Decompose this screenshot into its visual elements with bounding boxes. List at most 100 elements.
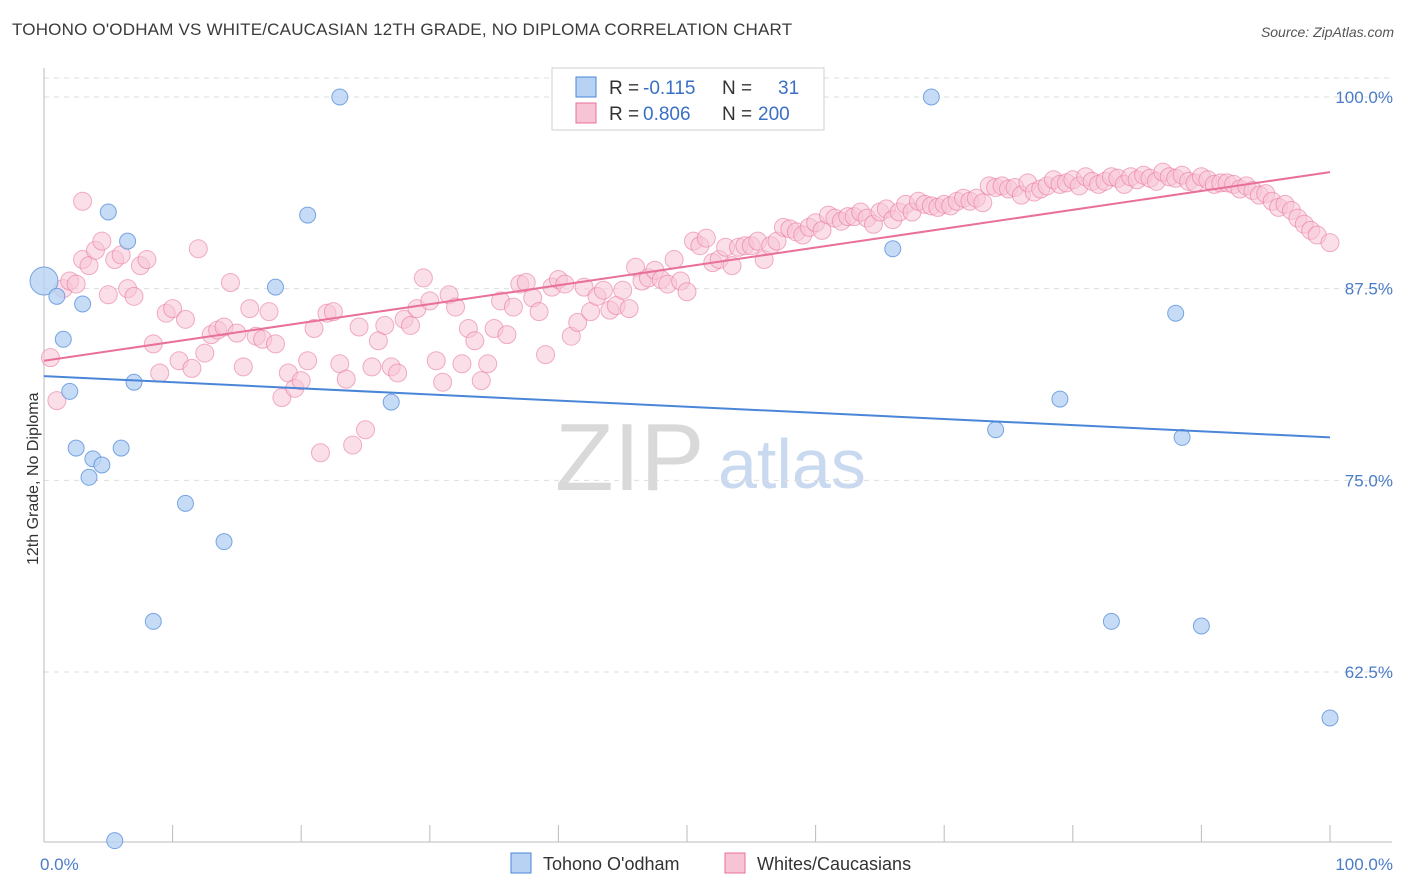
axes xyxy=(43,68,1392,843)
blue-point-4 xyxy=(67,439,85,457)
trend-lines xyxy=(43,171,1331,439)
blue-point-28 xyxy=(1173,428,1191,446)
bottom-legend: Tohono O'odham Whites/Caucasians xyxy=(510,852,911,874)
pink-point-13 xyxy=(124,286,144,306)
legend-r-label-1: R = xyxy=(609,78,639,99)
blue-point-10 xyxy=(106,832,124,850)
blue-point-22 xyxy=(884,240,902,258)
y-tick-label-3: 100.0% xyxy=(1335,88,1393,107)
pink-point-19 xyxy=(163,299,183,319)
blue-point-2 xyxy=(54,330,72,348)
legend-swatch-pink xyxy=(575,102,597,124)
pink-point-9 xyxy=(98,285,118,305)
pink-point-39 xyxy=(291,371,311,391)
pink-point-28 xyxy=(220,273,240,293)
pink-point-97 xyxy=(664,250,684,270)
series-tohono-oodham xyxy=(29,88,1339,850)
blue-point-20 xyxy=(382,393,400,411)
pink-point-82 xyxy=(568,312,588,332)
blue-point-19 xyxy=(331,88,349,106)
blue-point-6 xyxy=(80,468,98,486)
pink-point-52 xyxy=(375,315,395,335)
legend-n-label-1: N = xyxy=(722,78,752,99)
pink-point-68 xyxy=(478,354,498,374)
pink-point-56 xyxy=(401,315,421,335)
pink-point-90 xyxy=(619,299,639,319)
pink-point-15 xyxy=(137,250,157,270)
legend-n-label-2: N = xyxy=(722,104,752,125)
chart-title: TOHONO O'ODHAM VS WHITE/CAUCASIAN 12TH G… xyxy=(12,20,793,39)
pink-point-145 xyxy=(973,193,993,213)
pink-point-59 xyxy=(420,291,440,311)
pink-point-40 xyxy=(298,351,318,371)
pink-point-41 xyxy=(304,319,324,339)
watermark-atlas: atlas xyxy=(718,425,866,503)
x-tick-label-1: 100.0% xyxy=(1335,855,1393,874)
blue-point-18 xyxy=(299,206,317,224)
pink-point-48 xyxy=(349,317,369,337)
pink-point-72 xyxy=(503,297,523,317)
x-tick-label-0: 0.0% xyxy=(40,855,79,874)
x-tick-labels: 0.0% 100.0% xyxy=(40,855,1393,874)
blue-point-0 xyxy=(29,266,59,296)
chart-source: Source: ZipAtlas.com xyxy=(1260,24,1394,40)
legend-box xyxy=(551,67,825,131)
pink-point-31 xyxy=(240,299,260,319)
bottom-legend-label-1: Tohono O'odham xyxy=(543,854,680,874)
legend-r-label-2: R = xyxy=(609,104,639,125)
pink-point-1 xyxy=(47,391,67,411)
pink-point-35 xyxy=(265,334,285,354)
pink-point-21 xyxy=(175,309,195,329)
pink-point-30 xyxy=(233,357,253,377)
y-tick-label-0: 62.5% xyxy=(1345,663,1393,682)
legend-swatch-blue xyxy=(575,76,597,98)
blue-point-12 xyxy=(119,232,137,250)
watermark: ZIP atlas xyxy=(555,404,866,511)
pink-point-60 xyxy=(426,351,446,371)
blue-point-24 xyxy=(987,421,1005,439)
series-whites-caucasians xyxy=(40,162,1340,463)
pink-point-67 xyxy=(471,371,491,391)
y-tick-label-1: 75.0% xyxy=(1345,471,1393,490)
pink-point-22 xyxy=(182,358,202,378)
blue-point-9 xyxy=(99,203,117,221)
blue-point-5 xyxy=(74,295,92,313)
blue-point-29 xyxy=(1192,617,1210,635)
pink-point-89 xyxy=(613,280,633,300)
pink-point-199 xyxy=(73,191,93,211)
y-tick-label-2: 87.5% xyxy=(1345,280,1393,299)
pink-point-50 xyxy=(362,357,382,377)
blue-point-27 xyxy=(1167,304,1185,322)
blue-point-17 xyxy=(266,278,284,296)
blue-point-23 xyxy=(922,88,940,106)
trend-line-tohono-oodham xyxy=(43,375,1331,439)
blue-point-13 xyxy=(125,373,143,391)
y-tick-labels: 62.5% 75.0% 87.5% 100.0% xyxy=(1335,88,1393,682)
pink-point-61 xyxy=(433,372,453,392)
legend-r-value-2: 0.806 xyxy=(643,104,691,125)
pink-point-77 xyxy=(536,345,556,365)
pink-point-8 xyxy=(92,231,112,251)
pink-point-44 xyxy=(323,302,343,322)
pink-point-99 xyxy=(677,282,697,302)
pink-point-86 xyxy=(593,280,613,300)
pink-point-46 xyxy=(336,369,356,389)
blue-point-16 xyxy=(215,533,233,551)
pink-point-58 xyxy=(413,268,433,288)
bottom-legend-label-2: Whites/Caucasians xyxy=(757,854,911,874)
blue-point-14 xyxy=(144,612,162,630)
pink-point-71 xyxy=(497,325,517,345)
pink-point-63 xyxy=(446,297,466,317)
blue-point-30 xyxy=(1321,709,1339,727)
pink-point-198 xyxy=(1320,233,1340,253)
pink-point-0 xyxy=(40,348,60,368)
legend-r-value-1: -0.115 xyxy=(643,78,695,99)
legend-n-value-2: 200 xyxy=(758,104,790,125)
pink-point-23 xyxy=(188,239,208,259)
pink-point-49 xyxy=(356,420,375,440)
pink-point-4 xyxy=(66,274,86,294)
top-legend: R = -0.115 N = 31 R = 0.806 N = 200 xyxy=(551,67,825,131)
pink-point-102 xyxy=(696,228,716,248)
blue-point-11 xyxy=(112,439,130,457)
